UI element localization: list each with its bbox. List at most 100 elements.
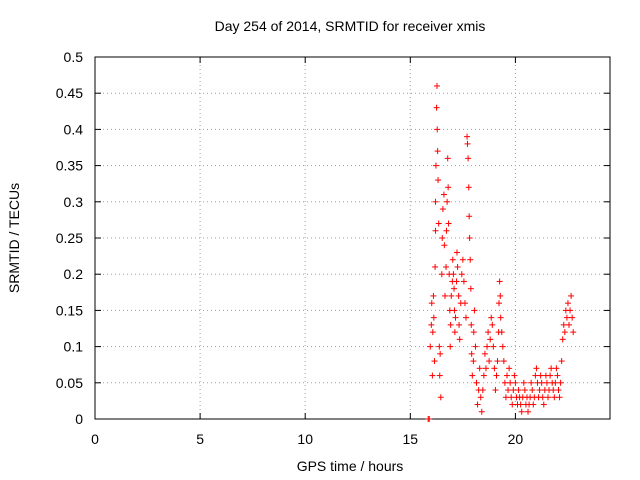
data-point	[563, 314, 570, 321]
data-point	[559, 336, 566, 343]
data-point	[433, 104, 440, 111]
data-point	[451, 307, 458, 314]
x-axis-label: GPS time / hours	[297, 458, 404, 474]
data-point	[528, 379, 535, 386]
data-point	[497, 314, 504, 321]
data-point	[507, 379, 514, 386]
data-point	[471, 307, 478, 314]
data-point	[429, 372, 436, 379]
data-point	[436, 372, 443, 379]
data-point	[450, 271, 457, 278]
data-point	[434, 82, 441, 89]
data-point	[488, 314, 495, 321]
data-point	[466, 213, 473, 220]
data-point	[492, 387, 499, 394]
data-point	[504, 372, 510, 379]
data-point	[481, 350, 488, 357]
data-point	[469, 372, 476, 379]
data-point	[558, 358, 565, 365]
data-point	[460, 278, 467, 285]
x-tick-labels: 0 5 10 15 20	[91, 431, 523, 447]
data-point	[567, 307, 574, 314]
data-point	[557, 379, 564, 386]
data-point	[489, 321, 496, 328]
data-point	[453, 278, 460, 285]
data-point	[487, 336, 494, 343]
y-tick-label: 0	[75, 411, 83, 427]
data-point	[476, 365, 483, 372]
y-tick-label: 0.25	[56, 230, 83, 246]
data-point	[437, 350, 444, 357]
data-point	[560, 321, 567, 328]
y-tick-label: 0.5	[64, 49, 84, 65]
data-point	[451, 329, 458, 336]
data-point	[530, 401, 537, 408]
data-point	[490, 343, 497, 350]
data-point	[569, 314, 576, 321]
data-point	[548, 365, 555, 372]
data-point	[508, 394, 515, 401]
data-point	[430, 292, 437, 299]
y-tick-label: 0.2	[64, 266, 84, 282]
x-tick-label: 0	[91, 431, 99, 447]
data-point	[439, 235, 446, 241]
data-point	[555, 387, 562, 394]
data-point	[512, 379, 519, 386]
data-point	[431, 358, 438, 365]
data-point	[465, 184, 472, 191]
data-point	[464, 133, 471, 140]
data-point	[443, 227, 450, 234]
data-point	[566, 321, 573, 328]
data-point	[533, 365, 540, 372]
data-points	[425, 82, 577, 422]
data-point	[494, 358, 501, 365]
data-point	[453, 249, 460, 256]
data-point	[479, 387, 486, 394]
data-point	[501, 379, 508, 386]
data-point	[517, 401, 524, 408]
data-point	[502, 394, 509, 401]
data-point	[511, 372, 518, 379]
y-tick-label: 0.1	[64, 339, 84, 355]
data-point	[525, 408, 532, 415]
data-point	[440, 191, 447, 198]
data-point	[482, 365, 489, 372]
data-point	[500, 358, 507, 365]
data-point	[434, 148, 441, 155]
data-point	[484, 343, 491, 350]
data-point	[539, 394, 546, 401]
data-point	[485, 329, 492, 336]
data-point	[510, 387, 517, 394]
y-tick-label: 0.4	[64, 121, 84, 137]
data-point	[568, 292, 575, 299]
y-axis-label: SRMTID / TECUs	[6, 183, 22, 293]
data-point	[554, 372, 561, 379]
data-point	[556, 394, 563, 401]
data-point	[438, 271, 445, 278]
x-tick-label: 15	[403, 431, 419, 447]
y-tick-label: 0.35	[56, 158, 83, 174]
data-point	[550, 387, 557, 394]
data-point	[451, 285, 458, 292]
data-point	[470, 329, 477, 336]
plot-frame	[94, 56, 611, 420]
data-point	[435, 177, 442, 184]
data-point	[547, 372, 554, 379]
data-point	[468, 321, 475, 328]
data-point	[509, 401, 516, 408]
data-point	[430, 314, 437, 321]
data-point	[458, 271, 465, 278]
data-point	[473, 379, 480, 386]
data-point	[537, 372, 544, 379]
data-point	[493, 372, 500, 379]
data-point	[456, 336, 463, 343]
data-point	[518, 408, 525, 415]
axis-ticks	[94, 56, 610, 420]
data-point	[447, 321, 454, 328]
data-point	[498, 329, 505, 336]
data-point	[429, 329, 436, 336]
data-point	[544, 394, 551, 401]
data-point	[472, 343, 479, 350]
data-point	[520, 379, 527, 386]
